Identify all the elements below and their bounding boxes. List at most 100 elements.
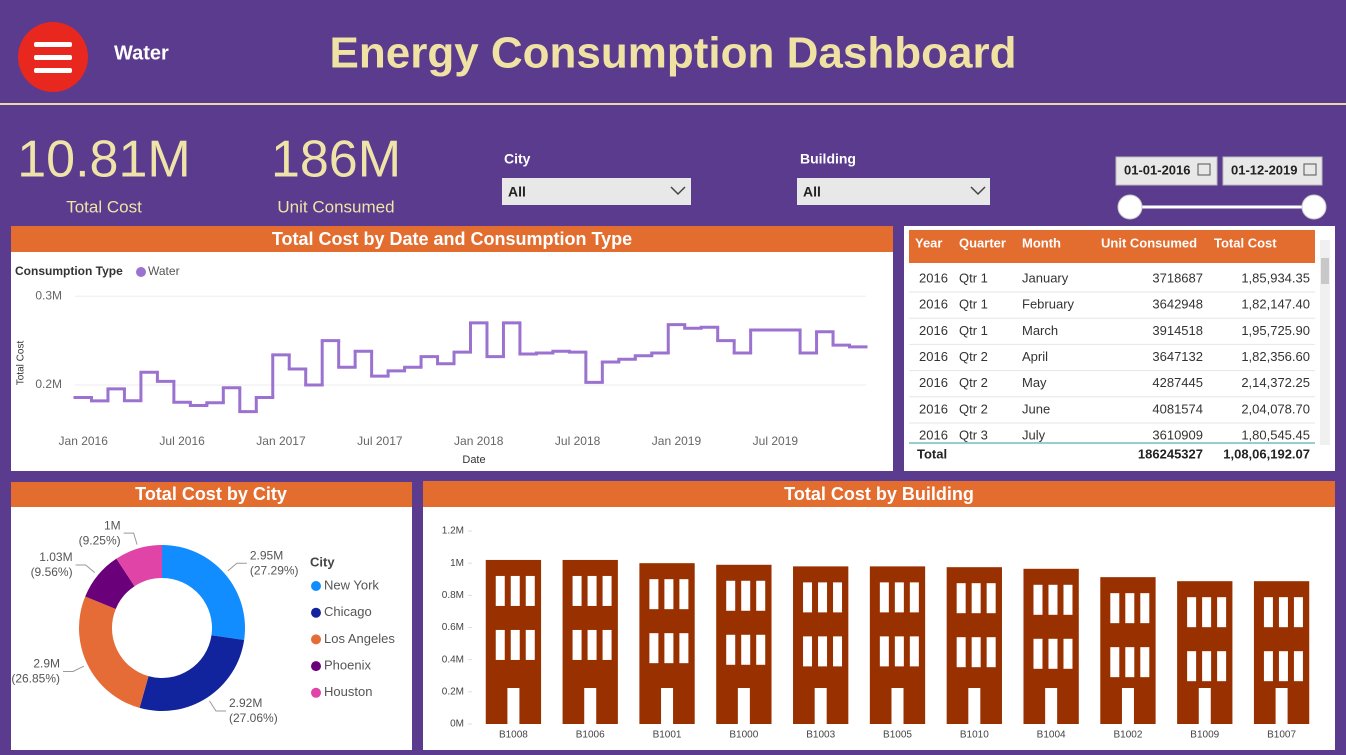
building-window — [726, 580, 736, 611]
table-cell: 2,04,078.70 — [1241, 401, 1310, 416]
table-cell: February — [1022, 297, 1075, 312]
total-cell: 1,08,06,192.07 — [1223, 446, 1310, 461]
building-window — [679, 633, 689, 664]
table-cell: January — [1022, 270, 1069, 285]
date-slider-handle[interactable] — [1117, 194, 1143, 220]
scrollbar-thumb[interactable] — [1321, 258, 1329, 284]
table-cell: Qtr 1 — [959, 323, 988, 338]
building-window — [1140, 593, 1150, 624]
building-window — [1033, 638, 1043, 669]
table-cell: 1,82,147.40 — [1241, 297, 1310, 312]
legend-title: City — [310, 554, 335, 569]
building-window — [510, 575, 520, 606]
dropdown-chevron — [970, 186, 986, 196]
building-window — [525, 629, 535, 660]
y-tick-label: 0.3M — [35, 288, 62, 302]
y-tick-label: 0.4M — [442, 654, 464, 665]
x-tick-label: B1010 — [960, 730, 989, 741]
menu-bar — [34, 55, 72, 60]
calendar-icon — [1303, 163, 1317, 176]
x-tick-label: B1009 — [1190, 730, 1219, 741]
building-window — [1110, 647, 1120, 678]
building-window — [1202, 597, 1212, 628]
legend-label: Phoenix — [324, 658, 371, 673]
dropdown-chevron — [670, 186, 686, 196]
column-header: Quarter — [959, 235, 1006, 250]
building-window — [572, 629, 582, 660]
slicer-dropdown[interactable]: All — [502, 178, 691, 205]
building-window — [971, 637, 981, 668]
panel-title: Total Cost by City — [135, 484, 287, 504]
panel-header — [423, 481, 1335, 507]
table-cell: 3647132 — [1152, 349, 1203, 364]
table-cell: July — [1022, 428, 1046, 443]
calendar-icon — [1197, 163, 1211, 176]
building-window — [587, 629, 597, 660]
date-box[interactable] — [1115, 156, 1218, 186]
table-cell: 1,80,545.45 — [1241, 428, 1310, 443]
building-window — [909, 582, 919, 613]
data-label: (27.06%) — [229, 711, 278, 725]
column-header: Year — [915, 235, 942, 250]
building-window — [1125, 593, 1135, 624]
dropdown-value: All — [508, 184, 526, 200]
table-cell: 2016 — [919, 375, 948, 390]
data-label: 2.92M — [229, 696, 262, 710]
building-window — [510, 629, 520, 660]
table-cell: Qtr 1 — [959, 270, 988, 285]
date-input[interactable]: 01-12-2019 — [1222, 156, 1323, 186]
table-cell: 4287445 — [1152, 375, 1203, 390]
leader-line — [227, 562, 247, 572]
menu-button[interactable] — [18, 22, 88, 92]
table-body: 2016 Qtr 1 January 3718687 1,85,934.35 2016 Qt… — [909, 270, 1315, 443]
x-tick-label: Jan 2019 — [652, 434, 702, 448]
panel — [11, 226, 893, 471]
legend-label: Los Angeles — [324, 631, 395, 646]
building-window — [894, 636, 904, 667]
data-label: 1.03M — [39, 550, 72, 564]
slicer-dropdown[interactable]: All — [797, 178, 990, 205]
date-value: 01-12-2019 — [1231, 162, 1298, 177]
building-window — [1217, 651, 1227, 682]
building-window — [664, 633, 674, 664]
table-cell: Qtr 2 — [959, 375, 988, 390]
date-box[interactable] — [1222, 156, 1323, 186]
total-cell: 186245327 — [1138, 446, 1203, 461]
building-window — [525, 575, 535, 606]
table-cell: 3914518 — [1152, 323, 1203, 338]
x-tick-label: B1002 — [1113, 730, 1142, 741]
dropdown-box[interactable] — [502, 178, 691, 205]
y-tick-label: 0.2M — [442, 686, 464, 697]
building-window — [818, 636, 828, 667]
panel — [904, 226, 1335, 471]
data-label: 2.95M — [250, 548, 283, 562]
x-tick-label: Jan 2016 — [59, 434, 109, 448]
building-door — [968, 688, 981, 724]
panel-title: Total Cost by Building — [784, 484, 974, 504]
table-cell: Qtr 2 — [959, 401, 988, 416]
slicer-label: Building — [800, 151, 856, 167]
building-window — [956, 583, 966, 614]
table-cell: 4081574 — [1152, 401, 1203, 416]
legend-marker — [311, 607, 321, 618]
table-header — [909, 230, 1315, 263]
menu-label[interactable]: Water — [114, 42, 169, 64]
date-slider-handle[interactable] — [1301, 194, 1327, 220]
data-label: (9.56%) — [31, 565, 73, 579]
x-tick-label: B1007 — [1267, 730, 1296, 741]
dropdown-box[interactable] — [797, 178, 990, 205]
building-window — [833, 582, 843, 613]
legend-marker — [311, 661, 321, 672]
table-cell: 2016 — [919, 349, 948, 364]
scrollbar[interactable] — [1320, 240, 1330, 445]
panel-header — [11, 226, 893, 252]
building-window — [1048, 638, 1058, 669]
legend-title: Consumption Type — [15, 264, 123, 278]
table-cell: 2,14,372.25 — [1241, 375, 1310, 390]
data-label: (9.25%) — [79, 533, 121, 547]
legend-marker — [136, 267, 146, 277]
building-window — [649, 633, 659, 664]
date-input[interactable]: 01-01-2016 — [1115, 156, 1218, 186]
building-window — [1187, 651, 1197, 682]
